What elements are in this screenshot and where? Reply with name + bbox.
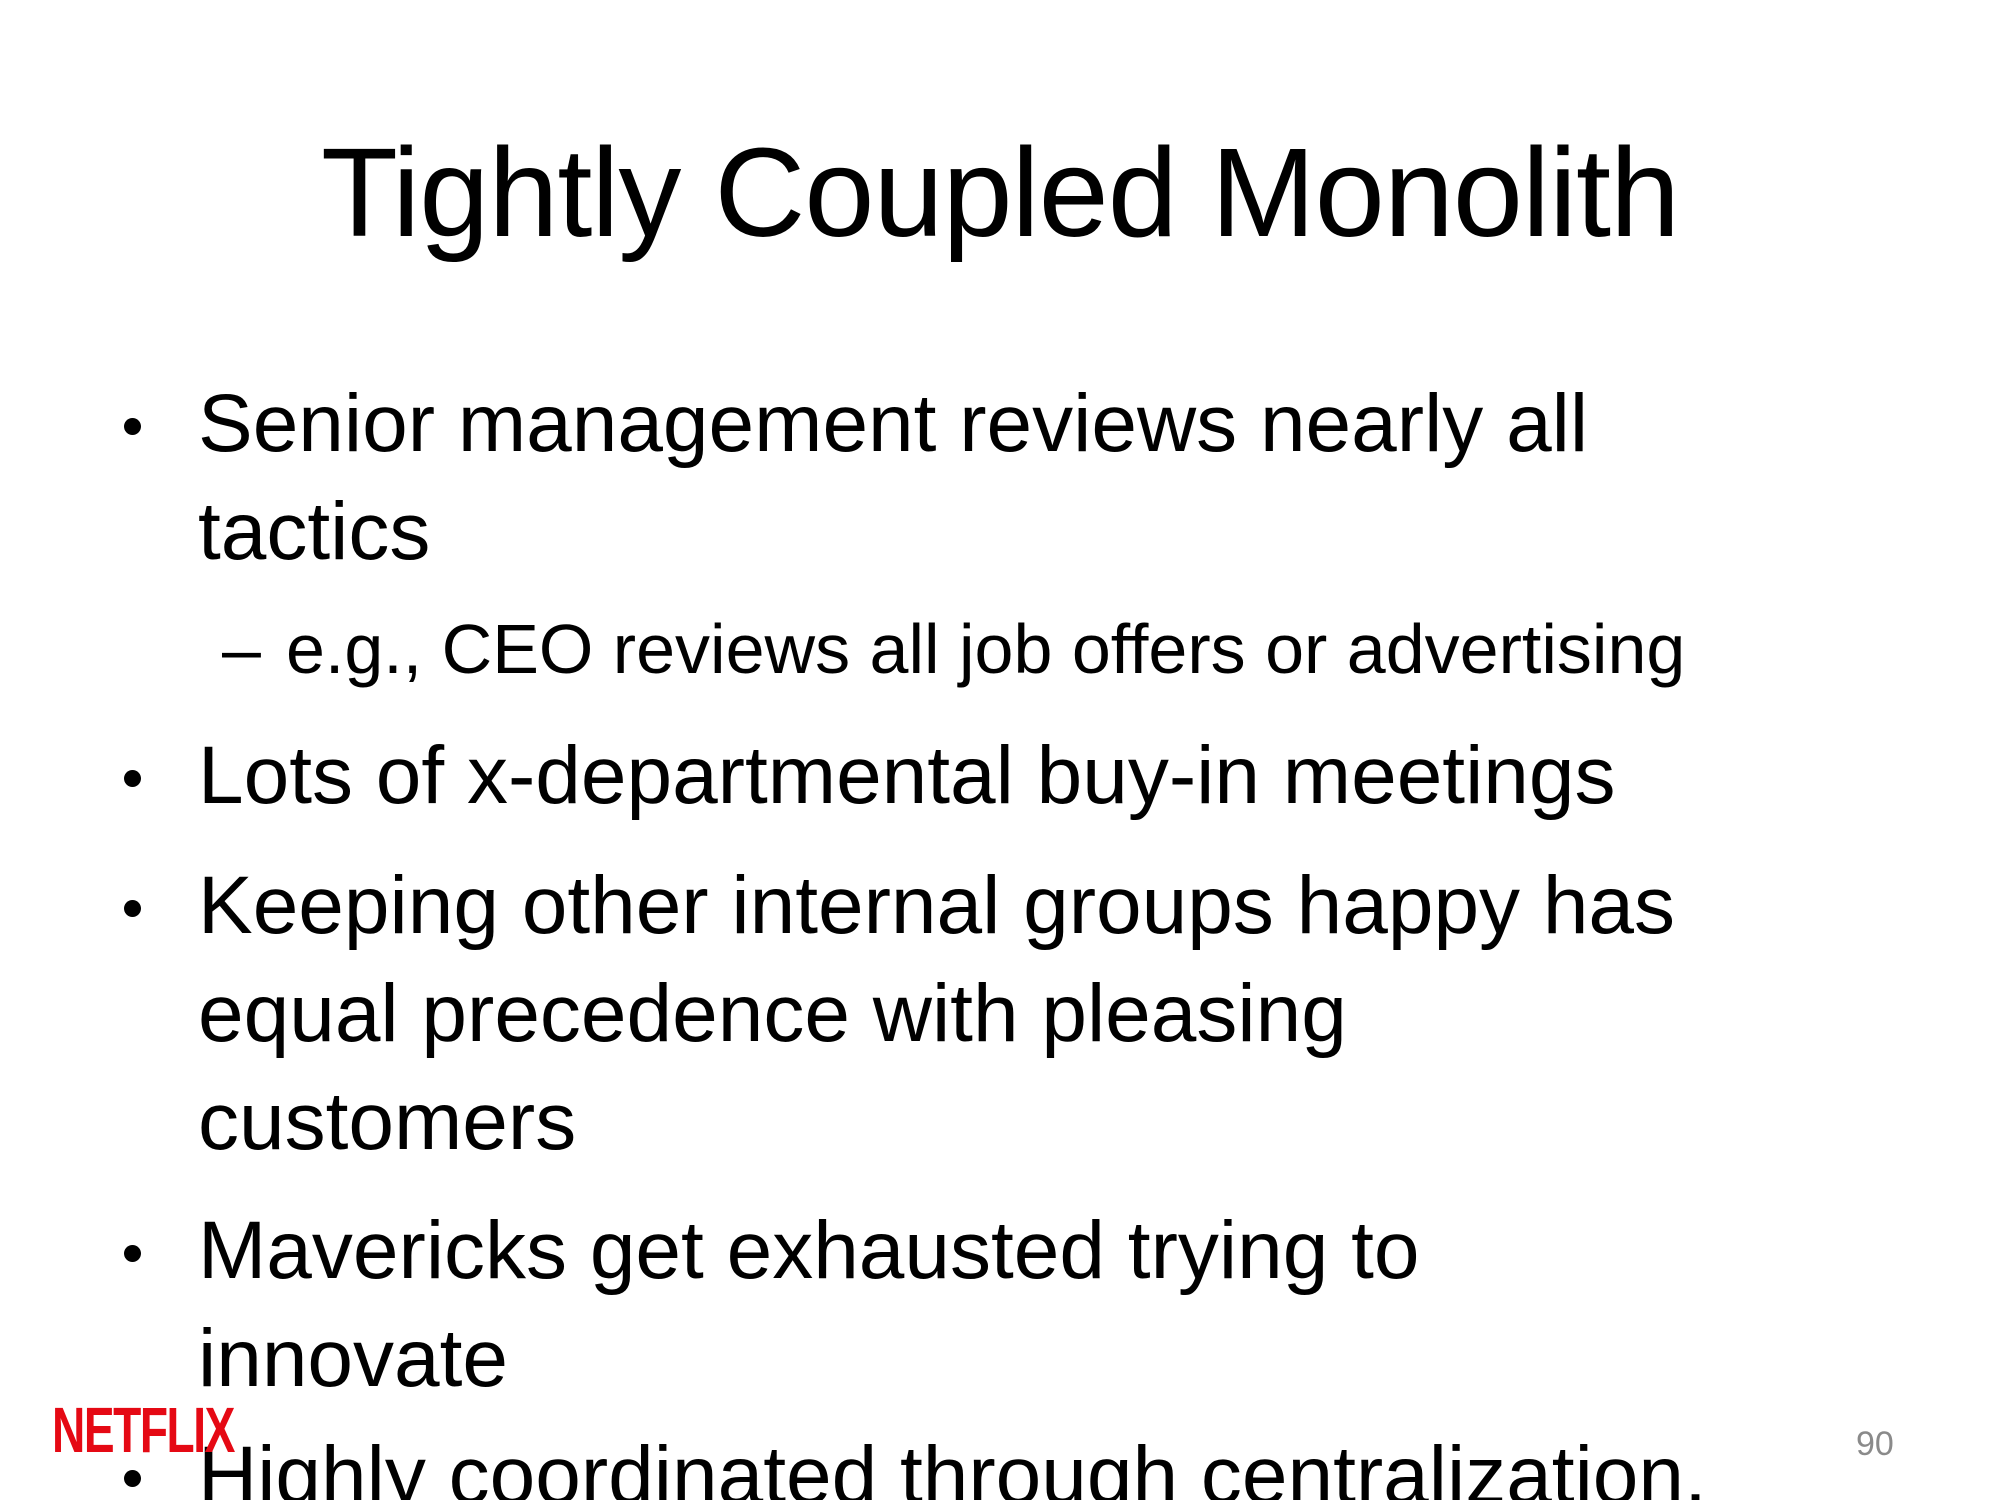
bullet-line: tactics [198, 486, 431, 577]
bullet-line: equal precedence with pleasing [198, 968, 1347, 1059]
netflix-logo: NETFLIX [52, 1394, 235, 1466]
bullet-item: Mavericks get exhausted trying to innova… [198, 1197, 1918, 1413]
bullet-item: Keeping other internal groups happy has … [198, 852, 1918, 1176]
bullet-dot [124, 418, 154, 448]
page-number: 90 [1856, 1425, 1894, 1463]
bullet-item: Highly coordinated through centralizatio… [198, 1430, 1707, 1500]
sub-bullet-dash: – [222, 610, 261, 688]
bullet-line: innovate [198, 1313, 509, 1404]
bullet-dot [124, 1470, 154, 1500]
bullet-dot [124, 900, 154, 930]
bullet-item: Lots of x-departmental buy-in meetings [198, 730, 1616, 821]
bullet-line: Senior management reviews nearly all [198, 378, 1589, 469]
bullet-line: Mavericks get exhausted trying to [198, 1205, 1420, 1296]
bullet-item: Senior management reviews nearly all tac… [198, 370, 1918, 586]
bullet-line: customers [198, 1076, 577, 1167]
slide-title: Tightly Coupled Monolith [320, 122, 1680, 263]
bullet-dot [124, 1245, 154, 1275]
bullet-dot [124, 770, 154, 800]
bullet-line: Keeping other internal groups happy has [198, 860, 1676, 951]
sub-bullet-item: e.g., CEO reviews all job offers or adve… [286, 610, 1686, 688]
